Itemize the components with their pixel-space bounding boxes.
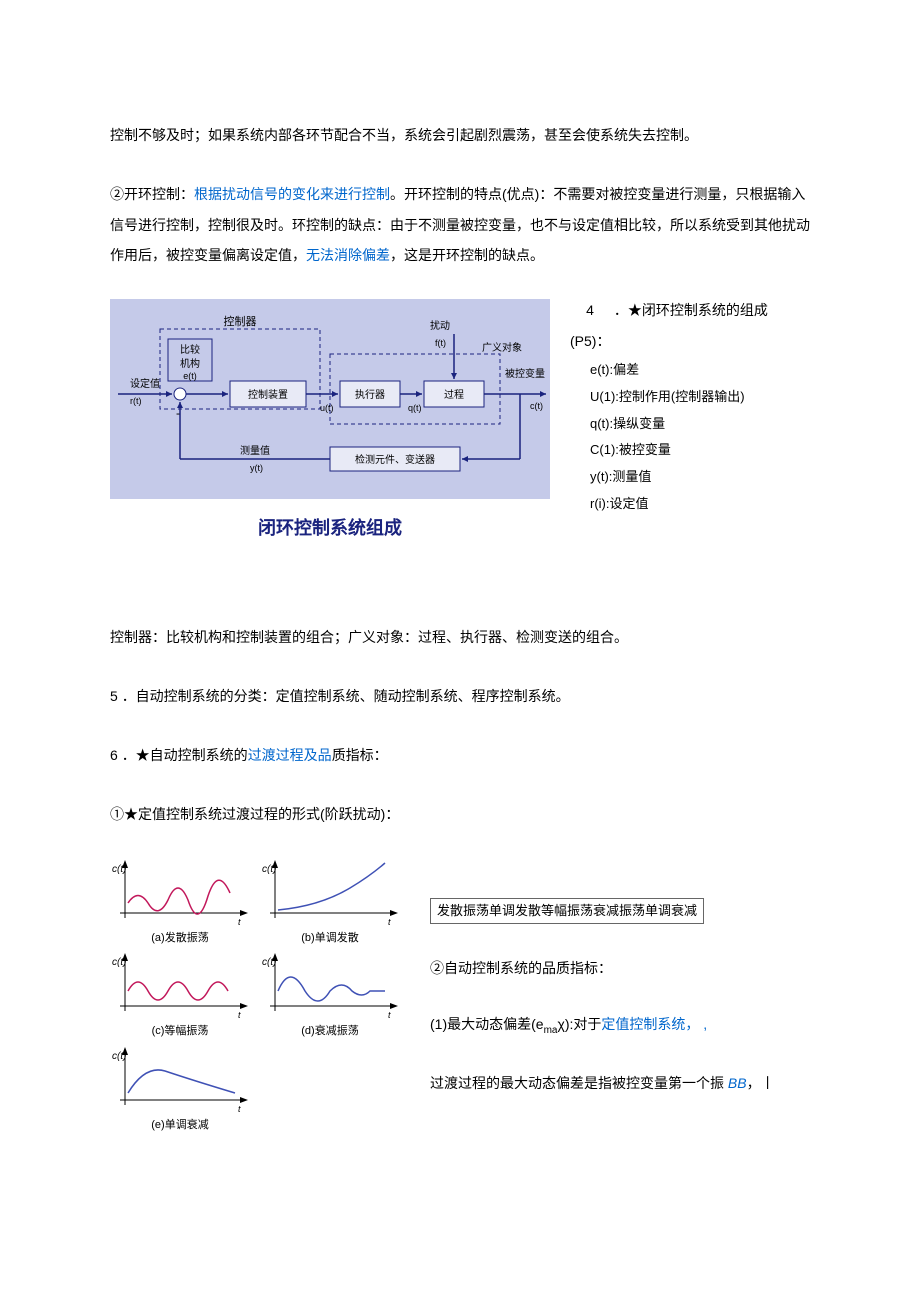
prefix-6: ．★自动控制系统的 [122, 747, 248, 763]
cap-d: (d)衰减振荡 [260, 1023, 400, 1041]
label-detect: 检测元件、变送器 [355, 453, 435, 466]
wave-c: c(t) t (c)等幅振荡 [110, 951, 250, 1041]
prefix: ②开环控制： [110, 186, 194, 202]
suffix: ，这是开环控制的缺点。 [390, 247, 544, 263]
diagram-title: 闭环控制系统组成 [110, 514, 550, 543]
right-para-3: 过渡过程的最大动态偏差是指被控变量第一个振 BB，丨 [430, 1069, 810, 1097]
block-diagram-svg: 控制器 比较 机构 e(t) 设定值 r(t) 控制装置 广义对象 执行器 u(… [110, 299, 550, 499]
label-broad: 广义对象 [482, 341, 522, 354]
rp3-suffix: ，丨 [747, 1075, 775, 1091]
legend-column: 4 ．★闭环控制系统的组成 (P5)： e(t):偏差 U(1):控制作用(控制… [570, 299, 810, 521]
cap-b: (b)单调发散 [260, 930, 400, 948]
paragraph-5: 5 ．自动控制系统的分类：定值控制系统、随动控制系统、程序控制系统。 [110, 681, 810, 712]
label-setpoint: 设定值 [130, 377, 160, 390]
legend-r: r(i):设定值 [570, 494, 810, 515]
rp2-mid: χ):对于 [557, 1016, 601, 1032]
section-4-title: ．★闭环控制系统的组成 [614, 302, 768, 318]
paragraph-2: ②开环控制：根据扰动信号的变化来进行控制。开环控制的特点(优点)：不需要对被控变… [110, 179, 810, 271]
wave-a: c(t) t (a)发散振荡 [110, 858, 250, 948]
svg-text:t: t [388, 1010, 391, 1020]
label-controlled-var: 被控变量 [505, 367, 545, 380]
section-4-row: 控制器 比较 机构 e(t) 设定值 r(t) 控制装置 广义对象 执行器 u(… [110, 299, 810, 542]
cap-a: (a)发散振荡 [110, 930, 250, 948]
suffix-6: 质指标： [332, 747, 388, 763]
label-controller: 控制器 [224, 314, 257, 328]
rp3-bb: BB [728, 1075, 747, 1091]
label-yt: y(t) [250, 463, 263, 473]
wave-b: c(t) t (b)单调发散 [260, 858, 400, 948]
rp2-blue: 定值控制系统， , [601, 1016, 707, 1032]
blue-6: 过渡过程及品 [248, 747, 332, 763]
paragraph-6: 6 ．★自动控制系统的过渡过程及品质指标： [110, 740, 810, 771]
paragraph-forms: ①★定值控制系统过渡过程的形式(阶跃扰动)： [110, 799, 810, 830]
legend-y: y(t):测量值 [570, 467, 810, 488]
blue-text-1: 根据扰动信号的变化来进行控制 [194, 186, 390, 202]
num-6: 6 [110, 747, 118, 763]
label-ut: u(t) [320, 403, 334, 413]
p5-label: (P5)： [570, 330, 810, 352]
label-compare: 比较 [180, 343, 200, 356]
label-process: 过程 [444, 388, 464, 401]
waveforms-right-text: 发散振荡单调发散等幅振荡衰减振荡单调衰减 ②自动控制系统的品质指标： (1)最大… [430, 858, 810, 1126]
label-disturbance: 扰动 [430, 319, 450, 332]
legend-q: q(t):操纵变量 [570, 414, 810, 435]
cap-e: (e)单调衰减 [110, 1117, 250, 1135]
label-ct: c(t) [530, 401, 543, 411]
rp3-prefix: 过渡过程的最大动态偏差是指被控变量第一个振 [430, 1075, 728, 1091]
label-control-device: 控制装置 [248, 388, 288, 401]
waveforms-grid: c(t) t (a)发散振荡 c(t) t (b)单调发散 [110, 858, 410, 1139]
label-qt: q(t) [408, 403, 422, 413]
cap-c: (c)等幅振荡 [110, 1023, 250, 1041]
right-para-2: (1)最大动态偏差(emaχ):对于定值控制系统， , [430, 1010, 810, 1041]
paragraph-controller: 控制器：比较机构和控制装置的组合；广义对象：过程、执行器、检测变送的组合。 [110, 622, 810, 653]
axis-label: c(t) [262, 957, 276, 968]
section-4-header: 4 ．★闭环控制系统的组成 [570, 299, 810, 321]
paragraph-1: 控制不够及时；如果系统内部各环节配合不当，系统会引起剧烈震荡，甚至会使系统失去控… [110, 120, 810, 151]
right-para-1: ②自动控制系统的品质指标： [430, 954, 810, 982]
label-ft: f(t) [435, 338, 446, 348]
label-actuator: 执行器 [355, 388, 385, 401]
wave-e: c(t) t (e)单调衰减 [110, 1045, 250, 1135]
svg-text:t: t [388, 917, 391, 927]
blue-text-2: 无法消除偏差 [306, 247, 390, 263]
label-rt: r(t) [130, 396, 142, 406]
axis-label: c(t) [112, 1051, 126, 1062]
num-4: 4 [570, 299, 610, 321]
legend-e: e(t):偏差 [570, 360, 810, 381]
svg-text:t: t [238, 917, 241, 927]
waveforms-row: c(t) t (a)发散振荡 c(t) t (b)单调发散 [110, 858, 810, 1139]
svg-text:-: - [176, 406, 180, 420]
num-5: 5 [110, 688, 118, 704]
legend-c: C(1):被控变量 [570, 440, 810, 461]
closed-loop-diagram: 控制器 比较 机构 e(t) 设定值 r(t) 控制装置 广义对象 执行器 u(… [110, 299, 550, 542]
boxed-summary: 发散振荡单调发散等幅振荡衰减振荡单调衰减 [430, 898, 704, 925]
axis-label: c(t) [112, 957, 126, 968]
legend-u: U(1):控制作用(控制器输出) [570, 387, 810, 408]
label-measurement: 测量值 [240, 444, 270, 457]
axis-label: c(t) [262, 864, 276, 875]
rp2-sub: ma [544, 1025, 558, 1036]
axis-label: c(t) [112, 864, 126, 875]
svg-text:t: t [238, 1104, 241, 1114]
wave-d: c(t) t (d)衰减振荡 [260, 951, 400, 1041]
svg-text:t: t [238, 1010, 241, 1020]
label-mechanism: 机构 [180, 357, 200, 370]
text-5: ．自动控制系统的分类：定值控制系统、随动控制系统、程序控制系统。 [122, 688, 570, 704]
text: 控制不够及时；如果系统内部各环节配合不当，系统会引起剧烈震荡，甚至会使系统失去控… [110, 127, 698, 143]
rp2-prefix: (1)最大动态偏差(e [430, 1016, 544, 1032]
label-et: e(t) [183, 371, 197, 381]
